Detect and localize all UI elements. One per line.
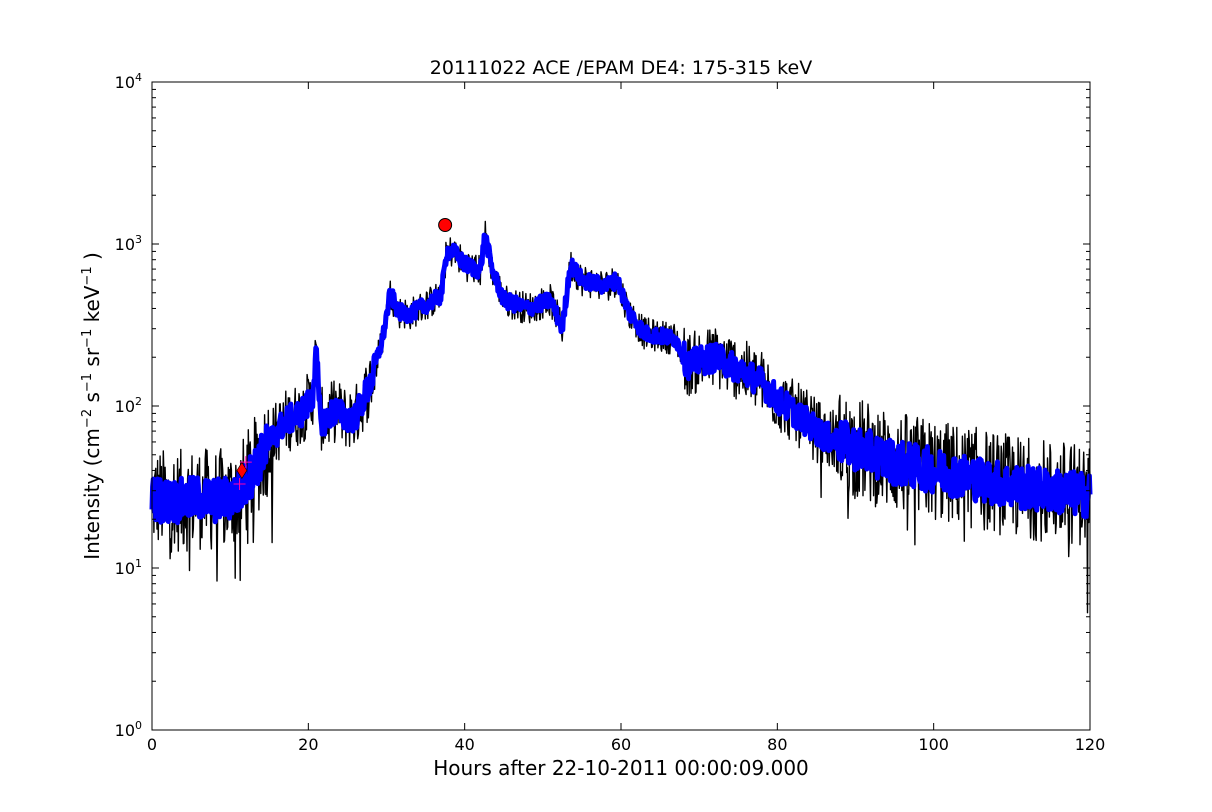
onset-marker-diamond <box>236 461 248 480</box>
onset-marker-plus <box>233 478 246 491</box>
x-tick-label: 100 <box>918 735 949 754</box>
y-axis-title: Intensity (cm−2 s−1 sr−1 keV−1 ) <box>80 252 104 560</box>
x-axis: 0 20 40 60 80 100 120 <box>147 82 1105 754</box>
chart-title: 20111022 ACE /EPAM DE4: 175-315 keV <box>430 57 812 79</box>
x-tick-label: 80 <box>767 735 787 754</box>
x-axis-title: Hours after 22-10-2011 00:00:09.000 <box>433 756 809 780</box>
x-tick-label: 40 <box>454 735 474 754</box>
peak-marker-circle <box>438 218 453 233</box>
onset-marker-plus <box>239 456 252 469</box>
x-tick-label: 0 <box>147 735 157 754</box>
markers <box>233 218 453 491</box>
x-tick-label: 20 <box>298 735 318 754</box>
x-tick-label: 120 <box>1075 735 1106 754</box>
plot-area <box>149 220 1093 614</box>
x-tick-label: 60 <box>611 735 631 754</box>
series-line-blue <box>149 232 1093 526</box>
